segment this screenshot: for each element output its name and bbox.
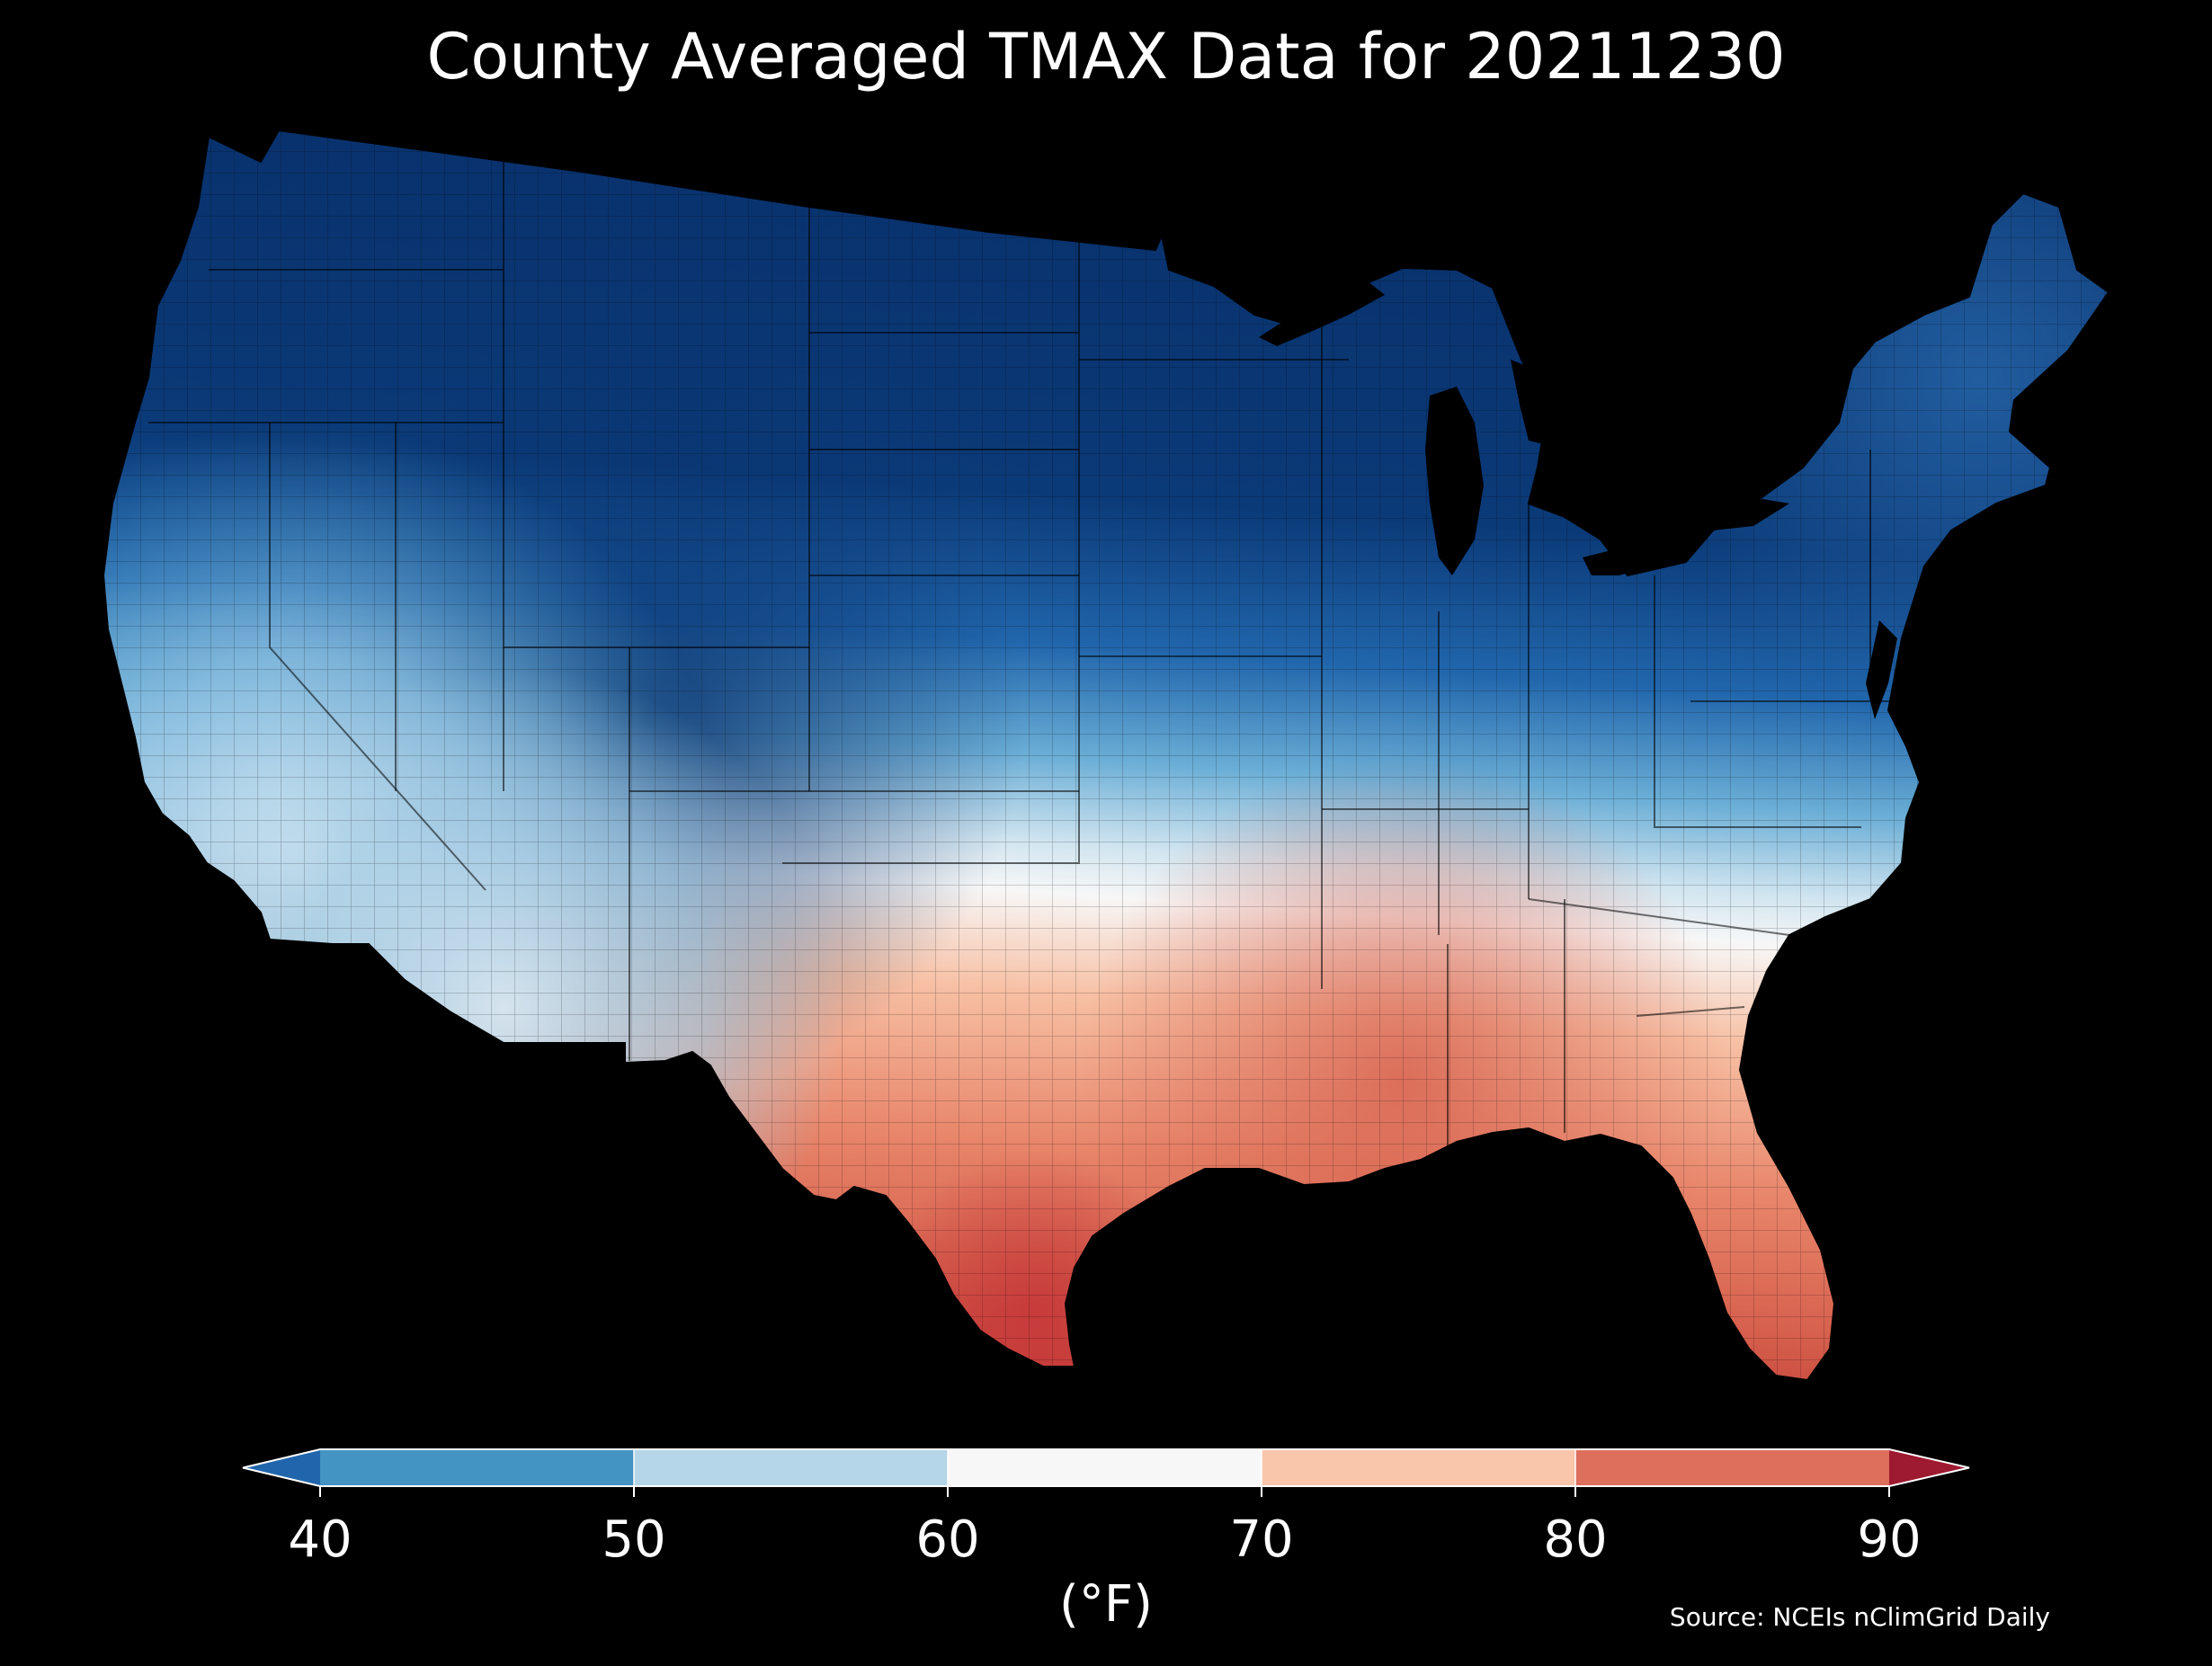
colorbar-unit-label: (°F) bbox=[1059, 1575, 1153, 1634]
colorbar-tick-label: 40 bbox=[288, 1510, 352, 1569]
colorbar-extend-low bbox=[243, 1449, 320, 1486]
colorbar-bin bbox=[1575, 1449, 1889, 1486]
map-title: County Averaged TMAX Data for 20211230 bbox=[426, 20, 1786, 94]
colorbar-bin bbox=[948, 1449, 1262, 1486]
colorbar-bin bbox=[634, 1449, 948, 1486]
colorbar-tick-label: 80 bbox=[1543, 1510, 1608, 1569]
colorbar-bin bbox=[1262, 1449, 1575, 1486]
colorbar-tick-label: 90 bbox=[1857, 1510, 1922, 1569]
colorbar-tick-label: 60 bbox=[915, 1510, 980, 1569]
colorbar-tick-label: 50 bbox=[602, 1510, 666, 1569]
colorbar-tick-label: 70 bbox=[1229, 1510, 1294, 1569]
colorbar-bin bbox=[320, 1449, 634, 1486]
source-attribution: Source: NCEIs nClimGrid Daily bbox=[1669, 1602, 2050, 1632]
colorbar-extend-high bbox=[1889, 1449, 1969, 1486]
